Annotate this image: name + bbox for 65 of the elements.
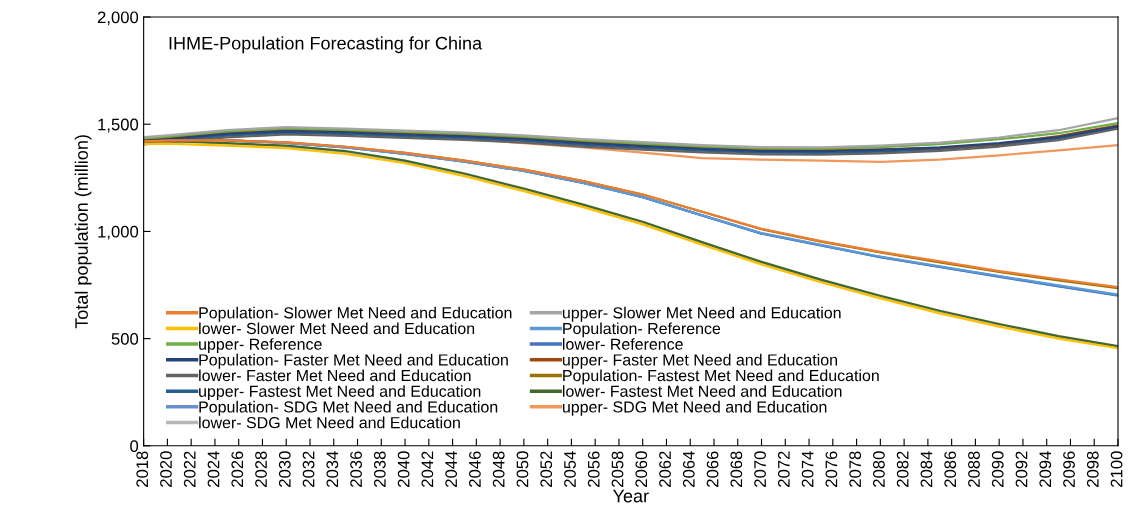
x-tick-label: 2030 — [278, 451, 291, 487]
legend-label: Population- Reference — [563, 322, 721, 338]
x-tick-label: 2034 — [326, 451, 339, 487]
x-tick-label: 2094 — [1039, 451, 1052, 487]
x-tick-label: 2090 — [991, 451, 1004, 487]
x-tick-label: 2062 — [659, 451, 671, 487]
text: IHME-Population Forecasting for China — [169, 36, 483, 54]
legend-label: upper- Slower Met Need and Education — [562, 306, 841, 322]
x-tick-label: 2072 — [777, 451, 790, 487]
x-tick-label: 2028 — [255, 451, 267, 487]
x-tick-label: 2056 — [587, 451, 600, 487]
x-tick-label: 2092 — [1015, 451, 1028, 487]
x-tick-label: 2046 — [469, 451, 481, 487]
legend-label: Population- SDG Met Need and Education — [199, 400, 498, 416]
x-tick-label: 2084 — [920, 451, 933, 487]
legend-label: Population- Faster Met Need and Education — [199, 353, 508, 369]
x-tick-label: 2086 — [944, 451, 957, 487]
x-tick-label: 2078 — [849, 451, 862, 487]
x-tick-label: 2060 — [635, 451, 648, 487]
x-tick-label: 2074 — [801, 451, 814, 487]
x-tick-label: 2048 — [492, 451, 505, 487]
x-tick-label: 2070 — [754, 451, 766, 487]
legend-label: upper- Faster Met Need and Education — [562, 353, 837, 369]
legend-label: lower- Reference — [562, 338, 683, 350]
x-tick-label: 2068 — [730, 451, 743, 487]
legend-label: lower- SDG Met Need and Education — [199, 416, 460, 429]
y-tick-label: 1,500 — [98, 118, 139, 133]
x-tick-label: 2018 — [136, 451, 149, 487]
x-tick-label: 2038 — [373, 451, 386, 487]
legend-label: upper- Reference — [199, 338, 322, 353]
y-tick-label: 0 — [130, 440, 139, 453]
x-tick-label: 2080 — [873, 451, 885, 487]
x-tick-label: 2044 — [445, 451, 458, 487]
legend-label: Population- Fastest Met Need and Education — [563, 369, 879, 385]
y-tick-label: 1,000 — [98, 225, 139, 240]
x-tick-label: 2042 — [421, 451, 434, 487]
x-tick-label: 2096 — [1063, 451, 1075, 487]
x-tick-label: 2064 — [682, 451, 695, 487]
x-tick-label: 2088 — [968, 451, 980, 487]
x-tick-label: 2020 — [160, 451, 172, 487]
x-tick-label: 2082 — [896, 451, 909, 487]
legend-label: Population- Slower Met Need and Education — [199, 306, 512, 322]
x-tick-label: 2040 — [397, 451, 410, 487]
x-tick-label: 2052 — [540, 451, 553, 487]
y-tick-label: 2,000 — [97, 11, 139, 26]
x-tick-label: 2100 — [1110, 451, 1123, 487]
x-tick-label: 2054 — [564, 451, 576, 487]
x-tick-label: 2036 — [350, 451, 362, 487]
x-tick-label: 2024 — [207, 451, 220, 487]
y-tick-label: 500 — [111, 333, 139, 345]
x-tick-label: 2050 — [516, 451, 529, 487]
x-tick-label: 2066 — [706, 451, 719, 487]
x-tick-label: 2076 — [825, 451, 838, 487]
x-tick-label: 2022 — [183, 451, 196, 487]
y-axis-title: Total population (million) — [74, 135, 92, 329]
legend-label: lower- Faster Met Need and Education — [199, 369, 471, 382]
legend-label: lower- Slower Met Need and Education — [199, 322, 475, 335]
x-tick-label: 2026 — [231, 451, 244, 487]
legend-label: upper- Fastest Met Need and Education — [199, 385, 481, 401]
legend-label: upper- SDG Met Need and Education — [562, 400, 827, 416]
legend-label: lower- Fastest Met Need and Education — [562, 385, 842, 397]
x-tick-label: 2032 — [302, 451, 315, 487]
x-axis-title: Year — [612, 489, 649, 503]
x-tick-label: 2058 — [611, 451, 624, 487]
x-tick-label: 2098 — [1086, 451, 1099, 487]
